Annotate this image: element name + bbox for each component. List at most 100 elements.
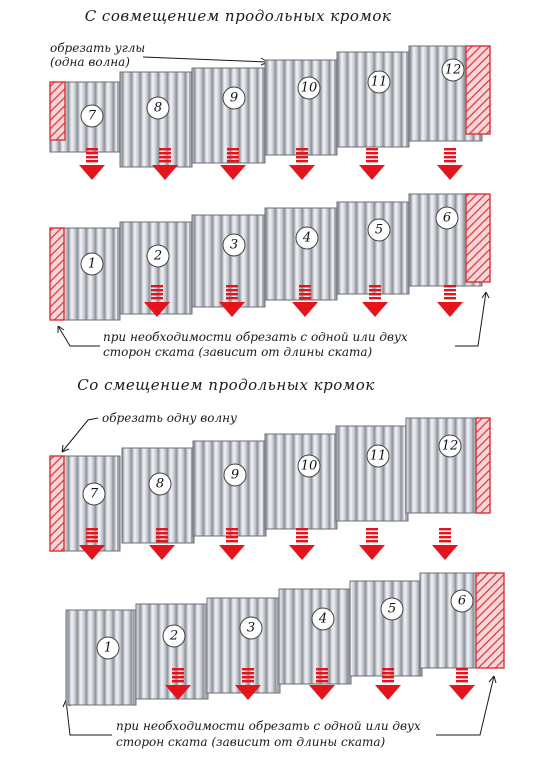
red-down-arrow-icon bbox=[289, 148, 315, 180]
sheet-number-badge bbox=[311, 607, 335, 631]
hatched-cut-zone-icon bbox=[49, 455, 65, 552]
sheet-number-badge bbox=[162, 624, 186, 648]
sheet-number-badge bbox=[366, 444, 390, 468]
red-down-arrow-icon bbox=[309, 668, 335, 700]
section-2-title: Со смещением продольных кромок bbox=[77, 376, 374, 394]
roof-sheet: 1 bbox=[65, 609, 137, 706]
sheet-number-label: 11 bbox=[370, 449, 387, 464]
sheet-number-badge bbox=[450, 589, 474, 613]
red-down-arrow-icon bbox=[149, 528, 175, 560]
sheet-number-badge bbox=[148, 472, 172, 496]
red-down-arrow-icon bbox=[437, 285, 463, 317]
section-1-note-bottom-2: сторон ската (зависит от длины ската) bbox=[103, 345, 373, 359]
red-down-arrow-icon bbox=[79, 148, 105, 180]
section-1-title: С совмещением продольных кромок bbox=[85, 7, 392, 25]
roof-sheet: 4 bbox=[264, 207, 338, 301]
arrows-layer bbox=[79, 148, 475, 700]
section-1-note-top-1: обрезать углы bbox=[50, 41, 145, 55]
sheet-number-label: 9 bbox=[230, 91, 238, 106]
sheet-number-badge bbox=[146, 244, 170, 268]
sheet-number-badge bbox=[295, 226, 319, 250]
sheet-number-label: 3 bbox=[247, 621, 255, 636]
red-down-arrow-icon bbox=[432, 528, 458, 560]
hatched-cut-zone-icon bbox=[465, 45, 491, 135]
roof-sheet: 10 bbox=[264, 433, 338, 530]
section-1-note-bottom-1: при необходимости обрезать с одной или д… bbox=[103, 330, 408, 344]
red-down-arrow-icon bbox=[219, 285, 245, 317]
section-1-row-2: 1 2 3 4 5 6 bbox=[49, 193, 491, 321]
sheet-number-badge bbox=[80, 252, 104, 276]
roof-sheet: 2 bbox=[135, 603, 209, 700]
sheet-number-label: 7 bbox=[90, 487, 99, 502]
red-down-arrow-icon bbox=[152, 148, 178, 180]
sheet-number-label: 1 bbox=[88, 257, 96, 272]
roof-sheet: 9 bbox=[192, 440, 267, 537]
hatched-cut-zone-icon bbox=[465, 193, 491, 283]
red-down-arrow-icon bbox=[144, 285, 170, 317]
sheet-number-badge bbox=[80, 104, 104, 128]
sheet-number-label: 7 bbox=[88, 109, 97, 124]
sheet-number-badge bbox=[380, 597, 404, 621]
section-1-bottom-left-leader bbox=[57, 325, 100, 347]
roof-sheet: 11 bbox=[335, 425, 409, 522]
sheet-number-label: 6 bbox=[443, 211, 451, 226]
red-down-arrow-icon bbox=[289, 528, 315, 560]
sheet-number-label: 9 bbox=[231, 468, 239, 483]
sheet-number-label: 6 bbox=[458, 594, 466, 609]
sheet-number-label: 12 bbox=[445, 63, 462, 78]
sheet-number-badge bbox=[82, 482, 106, 506]
leader-lines bbox=[57, 56, 497, 736]
sheet-number-label: 2 bbox=[169, 629, 178, 644]
section-2-note-top-1: обрезать одну волну bbox=[102, 411, 237, 425]
section-1-top-leader bbox=[142, 56, 269, 63]
sheet-number-label: 4 bbox=[318, 612, 327, 627]
red-down-arrow-icon bbox=[359, 528, 385, 560]
sheet-number-badge bbox=[435, 206, 459, 230]
sheet-number-label: 1 bbox=[104, 641, 112, 656]
sheet-number-badge bbox=[222, 233, 246, 257]
red-down-arrow-icon bbox=[79, 528, 105, 560]
section-2-note-bottom-1: при необходимости обрезать с одной или д… bbox=[116, 719, 421, 733]
sheet-number-label: 8 bbox=[156, 477, 164, 492]
red-down-arrow-icon bbox=[359, 148, 385, 180]
sheet-number-badge bbox=[96, 636, 120, 660]
roof-sheet: 9 bbox=[191, 67, 266, 164]
section-2-bottom-left-leader bbox=[65, 699, 112, 736]
roof-sheet: 5 bbox=[336, 201, 410, 295]
section-1-note-top-2: (одна волна) bbox=[50, 55, 130, 69]
roof-sheet: 8 bbox=[119, 71, 193, 168]
red-down-arrow-icon bbox=[220, 148, 246, 180]
red-down-arrow-icon bbox=[235, 668, 261, 700]
red-down-arrow-icon bbox=[362, 285, 388, 317]
sheet-number-badge bbox=[222, 86, 246, 110]
red-down-arrow-icon bbox=[375, 668, 401, 700]
sheet-number-label: 10 bbox=[301, 459, 318, 474]
hatched-cut-zone-icon bbox=[49, 227, 65, 321]
red-down-arrow-icon bbox=[449, 668, 475, 700]
red-down-arrow-icon bbox=[437, 148, 463, 180]
sheet-number-badge bbox=[438, 434, 462, 458]
section-2-row-1: 7 8 9 10 11 12 bbox=[49, 417, 491, 552]
sheet-number-label: 5 bbox=[388, 602, 396, 617]
sheet-number-label: 3 bbox=[230, 238, 238, 253]
hatched-cut-zone-icon bbox=[475, 572, 505, 669]
section-2-bottom-right-leader bbox=[436, 675, 495, 736]
section-1-row-1: 7 8 9 10 11 12 bbox=[49, 45, 491, 168]
red-down-arrow-icon bbox=[165, 668, 191, 700]
sheet-number-label: 5 bbox=[375, 223, 383, 238]
sheet-number-badge bbox=[367, 218, 391, 242]
sheet-number-label: 8 bbox=[154, 101, 162, 116]
sheet-number-badge bbox=[297, 76, 321, 100]
roof-sheet: 10 bbox=[264, 59, 338, 156]
section-2-top-leader bbox=[61, 417, 99, 453]
sheet-number-badge bbox=[297, 454, 321, 478]
red-down-arrow-icon bbox=[219, 528, 245, 560]
sheet-number-label: 11 bbox=[371, 75, 388, 90]
roof-sheet: 4 bbox=[278, 588, 352, 685]
section-2-row-2: 1 2 3 4 5 6 bbox=[65, 572, 505, 706]
sheet-number-badge bbox=[441, 58, 465, 82]
red-down-arrow-icon bbox=[292, 285, 318, 317]
roof-sheet: 12 bbox=[405, 417, 479, 514]
